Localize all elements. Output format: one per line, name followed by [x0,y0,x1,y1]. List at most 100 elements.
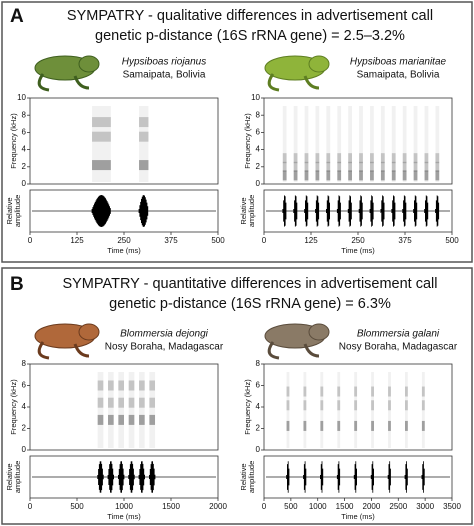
spectral-energy [402,153,407,164]
spectral-smear [371,372,374,448]
species-name: Hypsiboas riojanus [122,57,207,68]
spectral-energy [92,160,111,171]
spectral-smear [435,106,440,182]
spectral-energy [315,153,320,164]
waveform-pulse [380,195,385,227]
spectral-energy [149,397,156,408]
y-tick-label: 2 [256,162,261,171]
spectral-energy [92,117,111,128]
spectral-energy [380,170,385,181]
species-name: Hypsiboas marianitae [350,57,447,68]
spectral-energy [405,400,408,411]
x-tick-label: 0 [262,502,267,511]
amplitude-label: Relative [5,463,14,490]
spectral-energy [303,400,307,411]
spectral-energy [413,161,418,172]
spectral-smear [370,106,374,182]
spectral-energy [421,386,425,397]
spectral-energy [108,397,114,408]
spectral-smear [293,106,298,182]
x-axis-label: Time (ms) [341,246,375,255]
waveform-pulse [404,461,408,493]
spectral-energy [337,400,341,411]
spectral-energy [139,414,145,425]
spectral-energy [380,161,385,172]
spectral-energy [118,397,124,408]
spectral-energy [424,161,429,172]
y-tick-label: 0 [256,445,261,454]
spectrogram-frame [29,97,219,185]
spectral-energy [354,400,358,411]
spectral-energy [402,161,407,172]
x-tick-label: 0 [28,236,33,245]
spectral-smear [337,106,342,182]
waveform-pulse [424,195,429,227]
frog-leg [37,341,90,360]
y-axis-label: Frequency (kHz) [9,379,18,435]
y-tick-label: 6 [22,381,27,390]
waveform-pulse [293,195,298,227]
y-tick-label: 4 [22,402,27,411]
spectral-smear [413,106,418,182]
spectral-smear [391,106,396,182]
panel-letter: B [10,274,24,295]
spectral-energy [149,414,156,425]
x-axis-label: Time (ms) [107,512,141,521]
waveform-pulse [326,195,330,227]
waveform-pulse [387,461,391,493]
panel-b-frame [1,267,473,525]
spectral-energy [118,414,124,425]
species-locality: Samaipata, Bolivia [123,70,206,81]
spectral-energy [388,386,391,397]
waveform-pulse [107,461,114,493]
spectral-smear [380,106,385,182]
frog-head [78,55,100,73]
spectral-smear [320,372,324,448]
amplitude-label: Relative [239,463,248,490]
spectral-smear [315,106,320,182]
spectral-energy [128,397,135,408]
panel-title: genetic p-distance (16S rRNA gene) = 2.5… [95,28,405,44]
spectral-energy [303,386,307,397]
waveform-pulse [303,461,307,493]
x-tick-label: 500 [445,236,459,245]
spectral-energy [293,153,298,164]
x-tick-label: 2000 [209,502,227,511]
waveform-pulse [149,461,156,493]
x-tick-label: 375 [398,236,412,245]
spectral-energy [304,153,309,164]
waveform-pulse [118,461,125,493]
spectral-energy [326,153,331,164]
y-tick-label: 8 [256,359,261,368]
y-tick-label: 4 [256,145,261,154]
spectral-energy [286,400,290,411]
spectral-energy [348,170,352,181]
spectral-energy [293,161,298,172]
spectral-energy [108,414,114,425]
spectral-energy [421,400,425,411]
waveform-pulse [402,195,407,227]
frog-head [308,55,330,73]
spectral-energy [371,386,374,397]
waveform-pulse [138,461,145,493]
x-tick-label: 3000 [416,502,434,511]
spectral-energy [128,414,135,425]
spectral-energy [128,380,135,391]
spectral-energy [304,170,309,181]
spectral-smear [402,106,407,182]
panel-title: SYMPATRY - qualitative differences in ad… [67,8,433,24]
spectral-energy [370,161,374,172]
spectral-energy [320,400,324,411]
spectral-smear [139,372,145,448]
waveform-pulse [369,195,374,227]
panel-letter: A [10,6,24,27]
spectral-smear [405,372,408,448]
waveform-pulse [97,461,104,493]
frog-leg [267,73,320,92]
spectral-energy [326,161,331,172]
spectral-energy [380,153,385,164]
spectral-smear [359,106,363,182]
y-tick-label: 4 [256,402,261,411]
y-tick-label: 0 [256,179,261,188]
oscillogram-frame [263,455,453,499]
